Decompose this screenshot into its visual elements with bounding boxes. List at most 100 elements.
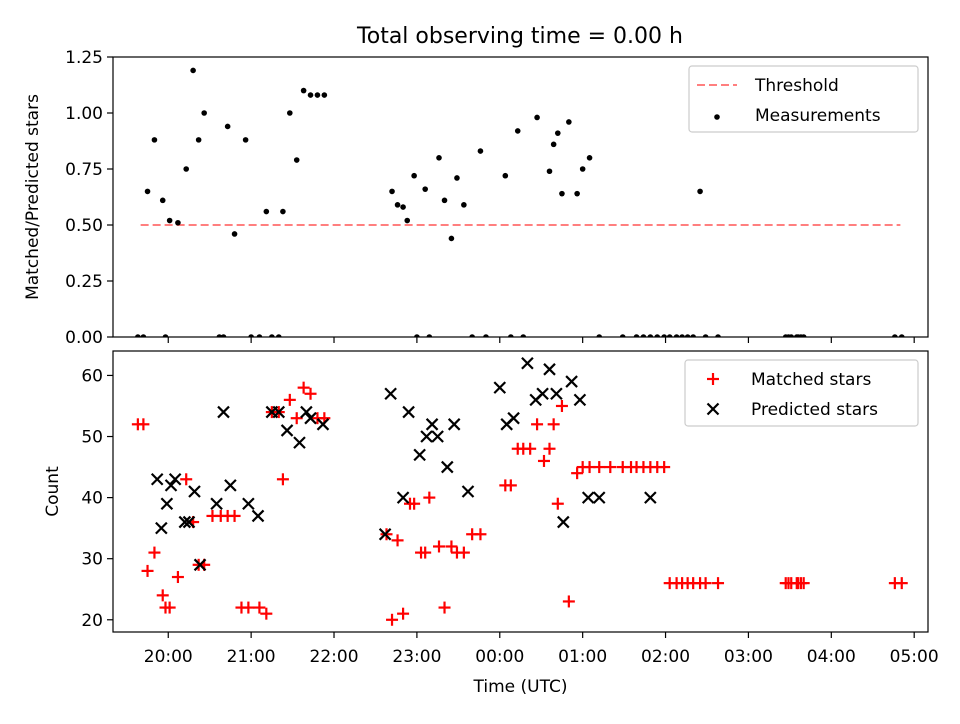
matched-star-point <box>290 412 303 425</box>
predicted-star-point <box>293 436 306 449</box>
measurement-point <box>684 334 691 337</box>
matched-star-point <box>397 607 410 620</box>
predicted-star-point <box>550 387 563 401</box>
predicted-star-point <box>168 473 182 486</box>
legend-handle <box>707 373 719 385</box>
measurement-point <box>300 87 307 94</box>
predicted-star-point <box>581 491 595 504</box>
measurement-point <box>559 190 565 197</box>
bottom-ytick-label: 60 <box>81 366 103 386</box>
measurement-point <box>448 235 455 242</box>
predicted-star-point <box>461 485 475 498</box>
top-legend-box <box>688 65 919 133</box>
predicted-star-point <box>182 515 196 529</box>
measurement-point <box>454 175 460 181</box>
matched-star-point <box>228 509 241 522</box>
measurement-point <box>436 155 442 161</box>
measurement-point <box>216 334 223 337</box>
matched-star-point <box>283 393 296 406</box>
measurement-point <box>280 208 286 215</box>
matched-star-point <box>156 589 169 602</box>
top-ylabel: Matched/Predicted stars <box>23 94 43 300</box>
predicted-star-point <box>193 558 207 572</box>
measurement-point <box>554 130 561 136</box>
measurement-point <box>566 119 572 125</box>
measurement-point <box>400 204 406 210</box>
matched-star-point <box>141 564 154 577</box>
measurement-point <box>162 334 169 337</box>
measurement-point <box>654 334 661 337</box>
matched-star-point <box>423 491 436 504</box>
matched-star-point <box>253 601 266 614</box>
top-legend: Threshold Measurements <box>688 65 919 133</box>
measurement-point <box>483 334 489 337</box>
matched-star-point <box>699 577 712 590</box>
figure-title: Total observing time = 0.00 h <box>356 24 683 49</box>
predicted-star-point <box>425 418 439 431</box>
matched-star-point <box>543 442 556 455</box>
measurement-point <box>673 334 680 337</box>
measurement-point <box>586 155 593 161</box>
measurement-point <box>175 219 181 226</box>
measurement-point <box>534 114 540 121</box>
predicted-star-point <box>644 491 657 504</box>
bottom-xtick-label: 05:00 <box>890 647 939 667</box>
measurement-point <box>183 166 190 172</box>
measurement-point <box>140 334 147 337</box>
measurement-point <box>414 334 420 337</box>
measurement-point <box>269 334 275 337</box>
measurement-point <box>159 197 166 204</box>
matched-star-point <box>547 418 560 431</box>
bottom-ytick-label: 30 <box>81 550 103 570</box>
measurement-point <box>679 334 685 337</box>
measurement-point <box>166 217 173 224</box>
matched-star-point <box>391 534 404 547</box>
matched-star-point <box>537 454 550 467</box>
bottom-legend: Matched stars Predicted stars <box>684 359 919 427</box>
bottom-ytick-label: 20 <box>81 611 103 631</box>
predicted-star-point <box>536 387 549 401</box>
matched-star-point <box>304 387 317 400</box>
matched-star-point <box>524 442 537 455</box>
top-ytick-label: 0.75 <box>65 160 103 180</box>
measurement-point <box>411 172 417 179</box>
matched-star-point <box>474 528 487 541</box>
bottom-xtick-label: 23:00 <box>392 647 441 667</box>
matched-star-point <box>445 540 458 553</box>
predicted-star-point <box>431 430 444 443</box>
measurement-point <box>321 92 328 98</box>
predicted-star-point <box>378 527 392 541</box>
predicted-star-point <box>150 473 164 486</box>
predicted-star-point <box>164 479 178 492</box>
predicted-star-point <box>251 509 265 523</box>
predicted-star-point <box>592 491 606 504</box>
matched-star-point <box>712 577 725 590</box>
predicted-star-point <box>565 375 578 388</box>
matched-star-point <box>408 497 421 510</box>
matched-star-point <box>504 479 517 492</box>
measurement-point <box>502 172 509 179</box>
measurement-point <box>697 188 703 195</box>
predicted-star-point <box>224 479 237 492</box>
bottom-xtick-label: 03:00 <box>724 647 773 667</box>
measurement-point <box>287 110 293 116</box>
measurement-point <box>898 334 905 337</box>
bottom-ylabel: Count <box>43 466 63 517</box>
measurement-point <box>508 334 514 337</box>
measurement-point <box>307 92 314 98</box>
measurement-point <box>469 334 475 337</box>
predicted-star-point <box>304 411 317 425</box>
predicted-star-point <box>217 405 230 419</box>
top-ytick-label: 1.25 <box>65 48 103 68</box>
bottom-ytick-label: 50 <box>81 428 103 448</box>
top-plot-panel: 0.00 0.25 0.50 0.75 1.00 1.25 Matched/Predicte… <box>23 48 929 348</box>
measurement-point <box>550 141 557 148</box>
measurement-point <box>135 334 141 337</box>
predicted-star-point <box>160 497 174 510</box>
bottom-axes-frame <box>112 350 929 633</box>
measurement-point <box>800 334 807 337</box>
legend-label: Threshold <box>754 76 839 96</box>
bottom-xtick-label: 21:00 <box>227 647 276 667</box>
top-ytick-label: 1.00 <box>65 104 103 124</box>
measurement-point <box>441 197 448 204</box>
